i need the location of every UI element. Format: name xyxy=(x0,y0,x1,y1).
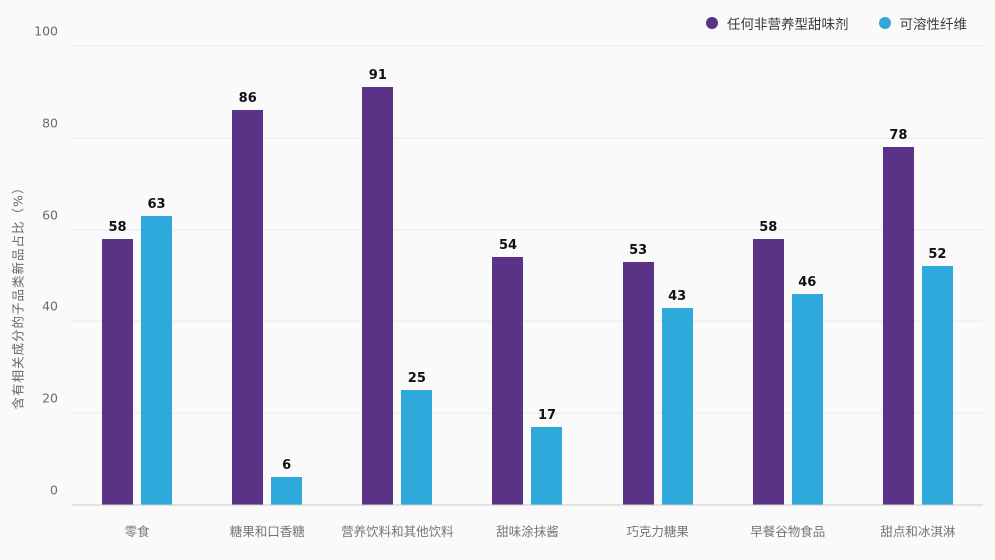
bar xyxy=(531,426,563,505)
bar-column: 86 xyxy=(232,46,264,505)
bar xyxy=(661,307,693,505)
bar-group: 86 6 xyxy=(202,46,332,505)
bar xyxy=(752,238,784,505)
bar-column: 58 xyxy=(102,46,134,505)
x-axis-label: 早餐谷物食品 xyxy=(750,524,826,539)
bar-group: 78 52 xyxy=(853,46,983,505)
bar-column: 63 xyxy=(141,46,173,505)
y-tick-label: 60 xyxy=(42,207,58,223)
bar xyxy=(401,390,433,505)
bar xyxy=(232,110,264,505)
bar-column: 6 xyxy=(271,46,303,505)
bar-group: 54 17 xyxy=(462,46,592,505)
legend-label: 任何非营养型甜味剂 xyxy=(727,17,849,33)
x-axis-label: 营养饮料和其他饮料 xyxy=(341,524,454,539)
bar-group: 58 63 xyxy=(72,46,202,505)
bar-value-label: 25 xyxy=(407,371,426,387)
bar-value-label: 17 xyxy=(537,407,557,423)
bar xyxy=(102,238,134,505)
bar xyxy=(921,266,953,505)
bar xyxy=(362,87,394,505)
bar-column: 91 xyxy=(362,46,394,505)
bar-value-label: 58 xyxy=(108,219,127,235)
bar-value-label: 91 xyxy=(368,68,387,84)
legend-label: 可溶性纤维 xyxy=(899,17,968,33)
bar-column: 52 xyxy=(921,46,953,505)
y-tick-label: 80 xyxy=(42,115,58,131)
bar xyxy=(492,257,524,505)
gridline xyxy=(72,320,983,322)
bar-value-label: 58 xyxy=(759,219,778,235)
legend-dot-icon xyxy=(878,17,891,29)
x-axis-label: 糖果和口香糖 xyxy=(229,524,305,539)
bar-value-label: 78 xyxy=(889,127,908,143)
bar-value-label: 54 xyxy=(498,238,518,254)
bar-column: 25 xyxy=(401,46,433,505)
bar-column: 54 xyxy=(492,46,524,505)
x-axis-labels: 零食 糖果和口香糖 营养饮料和其他饮料 甜味涂抹酱 巧克力糖果 早餐谷物食品 甜点和冰淇淋 xyxy=(72,505,983,540)
gridline xyxy=(72,137,983,139)
bar-column: 53 xyxy=(622,46,654,505)
bar xyxy=(791,293,823,505)
bar-groups: 58 63 86 6 91 25 54 17 53 43 58 46 78 52 xyxy=(72,46,983,505)
x-axis-label: 巧克力糖果 xyxy=(626,524,689,539)
x-axis-baseline xyxy=(72,504,983,506)
bar-column: 78 xyxy=(882,46,914,505)
gridline xyxy=(72,412,983,414)
x-axis-label: 甜味涂抹酱 xyxy=(496,524,559,539)
bar xyxy=(271,477,303,505)
y-tick-label: 40 xyxy=(42,298,58,314)
bar-group: 58 46 xyxy=(723,46,853,505)
bar-value-label: 43 xyxy=(668,288,687,304)
gridline xyxy=(72,229,983,231)
bar-column: 17 xyxy=(531,46,563,505)
legend: 任何非营养型甜味剂 可溶性纤维 xyxy=(706,13,967,33)
x-axis-label: 甜点和冰淇淋 xyxy=(880,524,956,539)
bar-column: 43 xyxy=(661,46,693,505)
bar xyxy=(882,146,914,505)
y-tick-label: 0 xyxy=(50,482,58,498)
bar-value-label: 53 xyxy=(629,242,648,258)
x-axis-label: 零食 xyxy=(124,524,150,539)
gridline xyxy=(72,45,983,47)
bar-column: 46 xyxy=(791,46,823,505)
bar-value-label: 6 xyxy=(282,458,292,474)
bar xyxy=(622,261,654,505)
legend-item: 可溶性纤维 xyxy=(878,13,968,33)
y-tick-label: 20 xyxy=(42,390,58,406)
bar-value-label: 46 xyxy=(798,274,817,290)
bar-group: 91 25 xyxy=(332,46,462,505)
bar-column: 58 xyxy=(752,46,784,505)
legend-dot-icon xyxy=(706,17,718,29)
bar-value-label: 86 xyxy=(238,91,257,107)
y-tick-label: 100 xyxy=(34,23,58,39)
bar-value-label: 52 xyxy=(928,247,947,263)
bar xyxy=(141,215,173,505)
bar-group: 53 43 xyxy=(593,46,723,505)
y-axis-title: 含有相关成分的子品类新品占比（%） xyxy=(10,180,26,410)
bar-value-label: 63 xyxy=(147,196,166,212)
legend-item: 任何非营养型甜味剂 xyxy=(706,13,849,33)
plot-area: 0 20 40 60 80 100 58 63 86 6 91 25 54 17 53 43 58 46 78 52 零… xyxy=(34,24,983,539)
